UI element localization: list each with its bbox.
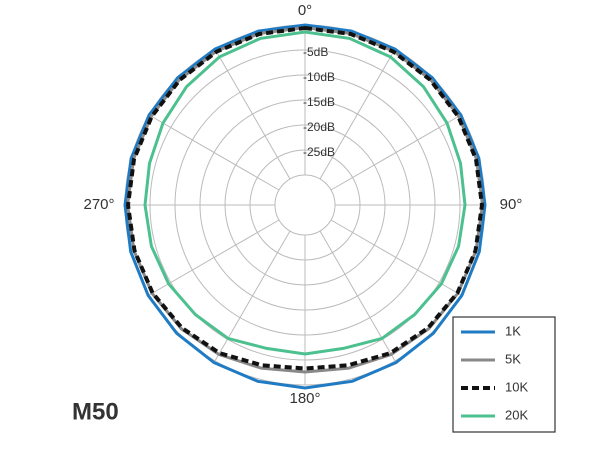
ring — [274, 174, 336, 236]
series-line — [125, 25, 485, 374]
legend-box — [452, 316, 556, 433]
series-line — [123, 23, 487, 390]
theta-tick-label: 90° — [500, 196, 523, 213]
theta-tick-label: 270° — [83, 196, 114, 213]
theta-tick-label: 0° — [298, 2, 312, 19]
ring — [174, 74, 436, 336]
r-tick-label: -25dB — [303, 145, 335, 159]
ring — [199, 99, 411, 311]
theta-tick-label: 180° — [289, 390, 320, 407]
legend: 1K 5K 10K 20K — [452, 316, 556, 433]
r-tick-label: -10dB — [303, 70, 335, 84]
legend-label: 5K — [505, 351, 521, 366]
series-line — [143, 30, 467, 356]
ring — [149, 49, 461, 361]
legend-label: 20K — [505, 407, 528, 422]
legend-label: 10K — [505, 379, 528, 394]
r-tick-label: -20dB — [303, 120, 335, 134]
r-tick-label: -15dB — [303, 95, 335, 109]
chart-title: M50 — [72, 398, 119, 425]
ring — [224, 124, 386, 286]
r-tick-label: -5dB — [303, 45, 328, 59]
ring — [249, 149, 361, 261]
legend-label: 1K — [505, 323, 521, 338]
